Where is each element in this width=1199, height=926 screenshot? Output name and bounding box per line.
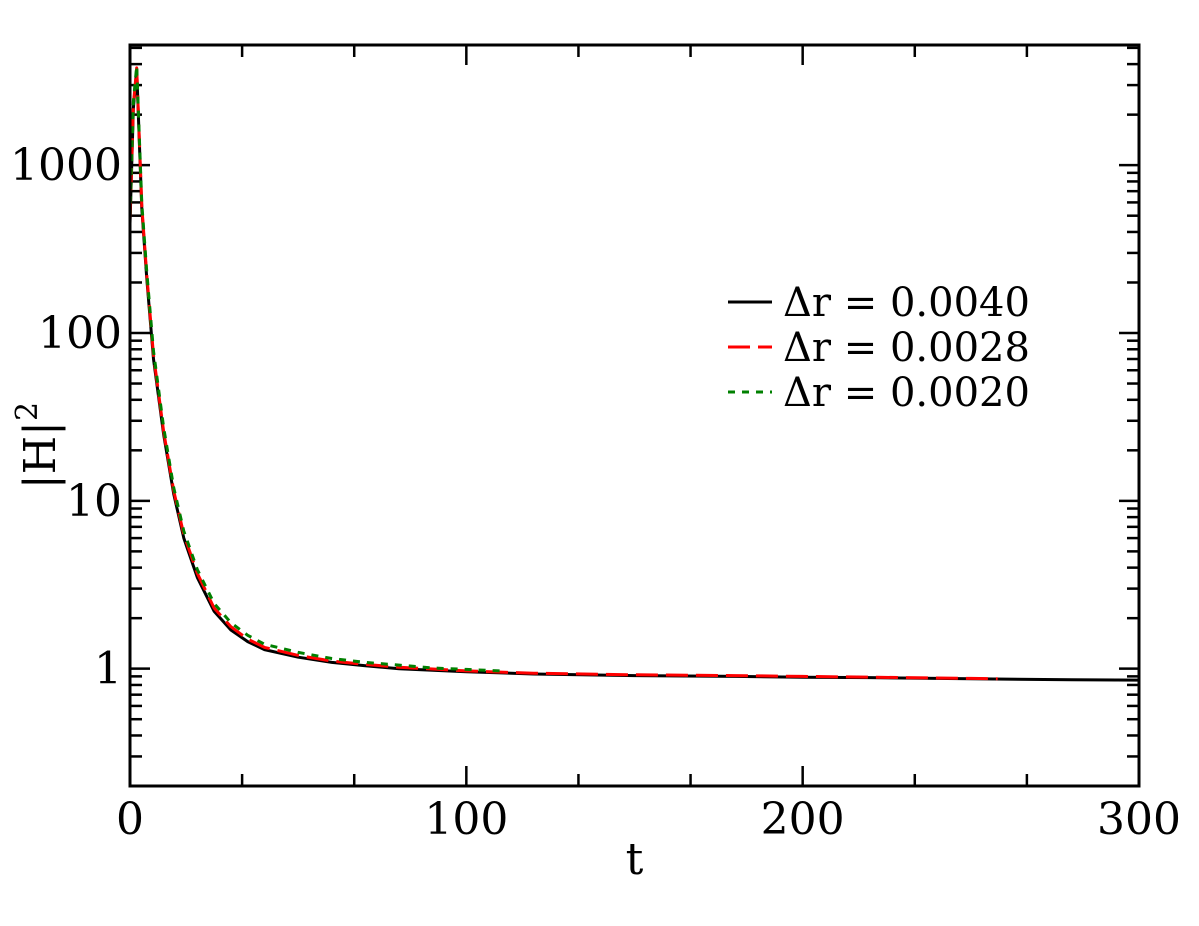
y-axis-label-superscript: 2 xyxy=(10,402,45,421)
x-axis-label: t xyxy=(626,834,644,885)
x-tick-label: 0 xyxy=(116,794,144,845)
x-tick-label: 300 xyxy=(1097,794,1181,845)
plot-frame xyxy=(128,43,1141,788)
y-axis-label: |H|2 xyxy=(10,402,66,489)
y-axis-label-base: |H| xyxy=(15,421,66,489)
y-tick-label: 1 xyxy=(94,644,122,695)
tick-labels: 0 100 200 300 1 10 100 1000 xyxy=(10,140,1181,845)
legend-label-2: Δr = 0.0028 xyxy=(783,325,1030,371)
y-tick-label: 100 xyxy=(38,308,122,359)
series-layer xyxy=(128,64,1140,682)
x-tick-label: 100 xyxy=(424,794,508,845)
legend-label-3: Δr = 0.0020 xyxy=(783,370,1030,416)
series-line-3 xyxy=(128,64,501,673)
y-tick-label: 10 xyxy=(66,476,122,527)
y-axis-label-group: |H|2 xyxy=(10,402,66,489)
legend-label-1: Δr = 0.0040 xyxy=(783,280,1030,326)
x-tick-label: 200 xyxy=(761,794,845,845)
y-tick-label: 1000 xyxy=(10,140,122,191)
